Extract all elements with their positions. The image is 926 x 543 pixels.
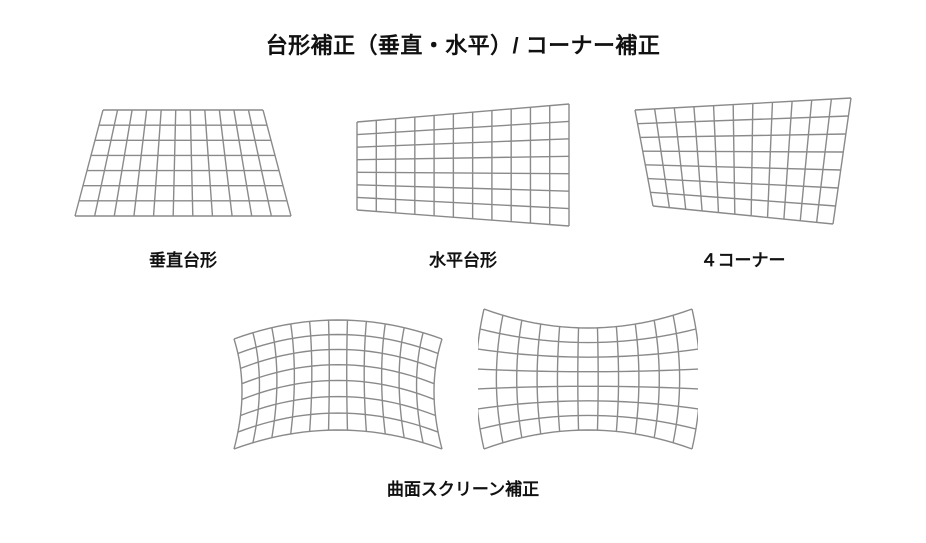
page-title: 台形補正（垂直・水平）/ コーナー補正 — [0, 0, 926, 60]
item-curved-concave — [478, 299, 698, 459]
caption-four-corner: ４コーナー — [701, 246, 786, 271]
item-four-corner: ４コーナー — [633, 94, 853, 271]
item-curved-convex — [228, 299, 448, 459]
row-bottom: 曲面スクリーン補正 — [0, 299, 926, 500]
item-vertical-keystone: 垂直台形 — [73, 98, 293, 271]
grid-curved-convex — [228, 299, 448, 459]
grid-vertical-keystone — [73, 98, 293, 228]
caption-horizontal-keystone: 水平台形 — [429, 246, 497, 271]
item-horizontal-keystone: 水平台形 — [353, 98, 573, 271]
caption-vertical-keystone: 垂直台形 — [149, 246, 217, 271]
grid-horizontal-keystone — [353, 98, 573, 228]
grid-curved-concave — [478, 299, 698, 459]
grid-four-corner — [633, 94, 853, 228]
row-top: 垂直台形 水平台形 ４コーナー — [0, 94, 926, 271]
caption-curved-screen: 曲面スクリーン補正 — [387, 475, 539, 500]
